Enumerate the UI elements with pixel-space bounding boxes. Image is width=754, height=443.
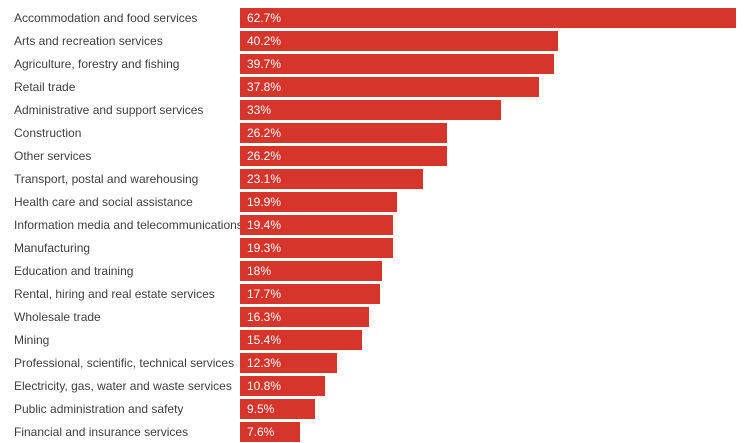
chart-row: Administrative and support services 33% [0, 98, 754, 121]
category-label: Public administration and safety [14, 401, 184, 416]
category-label: Rental, hiring and real estate services [14, 286, 215, 301]
bar: 19.9% [240, 191, 398, 212]
chart-row: Education and training 18% [0, 259, 754, 282]
bar: 26.2% [240, 122, 448, 143]
value-label: 19.3% [247, 240, 282, 255]
bar-track: 17.7% [240, 283, 754, 304]
chart-row: Professional, scientific, technical serv… [0, 351, 754, 374]
bar: 26.2% [240, 145, 448, 166]
chart-row: Electricity, gas, water and waste servic… [0, 374, 754, 397]
category-label: Health care and social assistance [14, 194, 193, 209]
category-label: Transport, postal and warehousing [14, 171, 199, 186]
bar: 7.6% [240, 421, 301, 442]
bar-track: 39.7% [240, 53, 754, 74]
bar-track: 33% [240, 99, 754, 120]
value-label: 23.1% [247, 171, 282, 186]
value-label: 17.7% [247, 286, 282, 301]
chart-row: Manufacturing 19.3% [0, 236, 754, 259]
bar: 19.3% [240, 237, 393, 258]
bar: 19.4% [240, 214, 394, 235]
category-label: Agriculture, forestry and fishing [14, 56, 180, 71]
category-label: Retail trade [14, 79, 76, 94]
value-label: 19.4% [247, 217, 282, 232]
chart-row: Retail trade 37.8% [0, 75, 754, 98]
category-label: Education and training [14, 263, 134, 278]
category-label: Financial and insurance services [14, 424, 189, 439]
chart-row: Rental, hiring and real estate services 1… [0, 282, 754, 305]
bar: 62.7% [240, 7, 736, 28]
value-label: 40.2% [247, 33, 282, 48]
bar: 33% [240, 99, 501, 120]
bar: 40.2% [240, 30, 558, 51]
bar-track: 26.2% [240, 122, 754, 143]
value-label: 26.2% [247, 125, 282, 140]
value-label: 9.5% [247, 401, 275, 416]
bar-track: 16.3% [240, 306, 754, 327]
bar: 12.3% [240, 352, 338, 373]
bar-track: 9.5% [240, 398, 754, 419]
bar: 15.4% [240, 329, 362, 350]
chart-row: Other services 26.2% [0, 144, 754, 167]
value-label: 37.8% [247, 79, 282, 94]
value-label: 33% [247, 102, 272, 117]
value-label: 26.2% [247, 148, 282, 163]
bar: 16.3% [240, 306, 369, 327]
bar-track: 12.3% [240, 352, 754, 373]
bar-track: 62.7% [240, 7, 754, 28]
bar: 9.5% [240, 398, 316, 419]
value-label: 10.8% [247, 378, 282, 393]
chart-row: Arts and recreation services 40.2% [0, 29, 754, 52]
bar-track: 26.2% [240, 145, 754, 166]
category-label: Information media and telecommunications [14, 217, 240, 232]
bar-track: 18% [240, 260, 754, 281]
value-label: 18% [247, 263, 272, 278]
chart-row: Information media and telecommunications… [0, 213, 754, 236]
value-label: 39.7% [247, 56, 282, 71]
category-label: Construction [14, 125, 82, 140]
category-label: Wholesale trade [14, 309, 101, 324]
chart-row: Health care and social assistance 19.9% [0, 190, 754, 213]
value-label: 7.6% [247, 424, 275, 439]
chart-row: Mining 15.4% [0, 328, 754, 351]
bar-track: 19.9% [240, 191, 754, 212]
bar-track: 10.8% [240, 375, 754, 396]
chart-row: Public administration and safety 9.5% [0, 397, 754, 420]
chart-row: Wholesale trade 16.3% [0, 305, 754, 328]
bar-track: 15.4% [240, 329, 754, 350]
bar-track: 19.3% [240, 237, 754, 258]
chart-row: Accommodation and food services 62.7% [0, 6, 754, 29]
bar-track: 19.4% [240, 214, 754, 235]
value-label: 15.4% [247, 332, 282, 347]
category-label: Mining [14, 332, 50, 347]
bar-track: 37.8% [240, 76, 754, 97]
category-label: Electricity, gas, water and waste servic… [14, 378, 232, 393]
category-label: Manufacturing [14, 240, 91, 255]
bar: 23.1% [240, 168, 423, 189]
value-label: 19.9% [247, 194, 282, 209]
value-label: 12.3% [247, 355, 282, 370]
bar-track: 23.1% [240, 168, 754, 189]
bar-track: 7.6% [240, 421, 754, 442]
category-label: Administrative and support services [14, 102, 204, 117]
bar: 10.8% [240, 375, 326, 396]
category-label: Accommodation and food services [14, 10, 198, 25]
category-label: Arts and recreation services [14, 33, 163, 48]
value-label: 16.3% [247, 309, 282, 324]
chart-row: Financial and insurance services 7.6% [0, 420, 754, 443]
bar: 37.8% [240, 76, 539, 97]
category-label: Professional, scientific, technical serv… [14, 355, 235, 370]
category-label: Other services [14, 148, 92, 163]
bar-track: 40.2% [240, 30, 754, 51]
chart-row: Construction 26.2% [0, 121, 754, 144]
value-label: 62.7% [247, 10, 282, 25]
bar: 39.7% [240, 53, 554, 74]
bar: 17.7% [240, 283, 380, 304]
chart-row: Transport, postal and warehousing 23.1% [0, 167, 754, 190]
bar: 18% [240, 260, 383, 281]
chart-row: Agriculture, forestry and fishing 39.7% [0, 52, 754, 75]
